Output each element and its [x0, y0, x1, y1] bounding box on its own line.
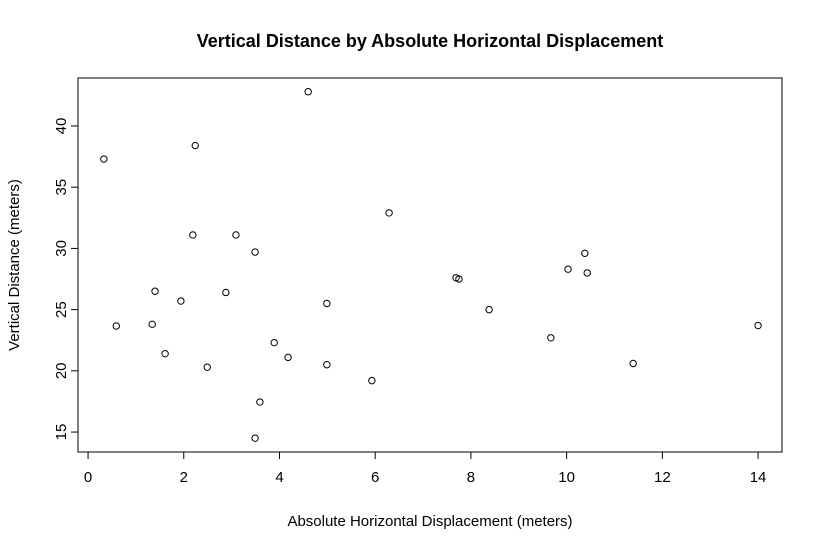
point: [385, 209, 393, 217]
point: [189, 231, 197, 239]
plot-frame: [77, 77, 783, 453]
x-tick-label: 8: [467, 469, 475, 486]
point: [177, 297, 185, 305]
point: [161, 349, 169, 358]
x-axis-label: Absolute Horizontal Displacement (meters…: [287, 513, 572, 530]
y-tick-label: 20: [53, 362, 70, 379]
point: [148, 320, 156, 329]
x-tick-label: 10: [558, 469, 575, 486]
point: [232, 231, 240, 239]
point: [323, 299, 331, 308]
y-tick-label: 30: [53, 240, 70, 257]
point: [455, 275, 463, 283]
x-tick-label: 12: [654, 469, 671, 486]
point: [251, 248, 259, 256]
point: [547, 334, 555, 342]
point: [284, 353, 292, 362]
x-tick-label: 2: [180, 469, 188, 486]
point: [100, 155, 108, 163]
point: [256, 398, 264, 406]
y-tick-label: 25: [53, 301, 70, 318]
x-tick-label: 14: [750, 469, 767, 486]
y-tick-label: 40: [53, 118, 70, 135]
y-tick-label: 15: [53, 424, 70, 441]
point: [485, 305, 493, 314]
point: [112, 322, 120, 330]
point: [581, 249, 589, 258]
point: [270, 338, 278, 347]
chart-title: Vertical Distance by Absolute Horizontal…: [197, 31, 663, 51]
x-tick-label: 6: [371, 469, 379, 486]
point: [151, 287, 159, 295]
point: [754, 321, 762, 330]
y-axis-label: Vertical Distance (meters): [6, 179, 23, 351]
point: [191, 141, 199, 150]
point: [629, 359, 637, 368]
point: [583, 269, 591, 277]
y-tick-label: 35: [53, 179, 70, 196]
point: [304, 88, 312, 96]
point: [251, 434, 259, 442]
point: [323, 361, 331, 369]
x-tick-label: 0: [84, 469, 92, 486]
point: [222, 288, 230, 297]
x-tick-label: 4: [275, 469, 283, 486]
point: [203, 363, 211, 371]
point: [368, 376, 376, 385]
point: [564, 265, 572, 273]
